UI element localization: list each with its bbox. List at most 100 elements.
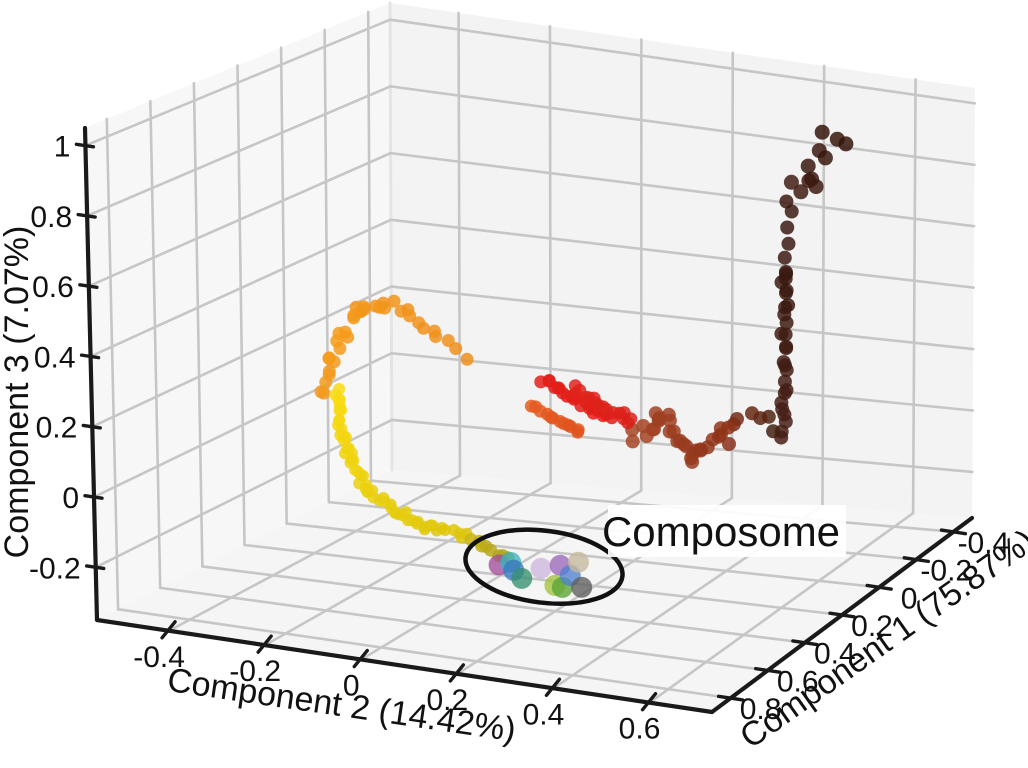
tick-label: 0.2 bbox=[36, 412, 78, 445]
data-point bbox=[662, 424, 677, 439]
data-point bbox=[774, 326, 789, 341]
z-axis-spine bbox=[82, 125, 100, 623]
tick-label: 0.6 bbox=[777, 665, 819, 698]
z-axis-title: Component 3 (7.07%) bbox=[0, 226, 36, 559]
axis-ticks bbox=[74, 142, 968, 712]
y-tick bbox=[160, 620, 177, 640]
composome-point bbox=[567, 551, 589, 573]
data-point bbox=[625, 434, 640, 449]
grid-line bbox=[323, 28, 331, 504]
tick-label: 0 bbox=[901, 582, 918, 615]
x-tick bbox=[754, 666, 782, 674]
x-tick bbox=[828, 611, 856, 619]
z-tick bbox=[74, 142, 96, 149]
y-tick bbox=[448, 663, 466, 683]
data-point bbox=[317, 386, 331, 400]
composome-point bbox=[571, 576, 593, 598]
data-point bbox=[571, 425, 585, 439]
data-point bbox=[721, 420, 736, 435]
data-point bbox=[387, 294, 401, 308]
data-point bbox=[793, 184, 809, 200]
grid-line bbox=[390, 351, 975, 412]
data-point bbox=[781, 236, 796, 251]
data-point bbox=[401, 303, 415, 317]
data-point bbox=[779, 266, 794, 281]
y-tick bbox=[640, 691, 658, 712]
data-point bbox=[776, 355, 791, 370]
data-point bbox=[783, 174, 799, 190]
data-point bbox=[779, 283, 794, 298]
tick-label: 1 bbox=[54, 131, 71, 164]
y-tick bbox=[544, 677, 562, 697]
x-tick bbox=[865, 583, 893, 591]
data-point bbox=[429, 330, 443, 343]
tick-labels: 10.80.60.40.20-0.2-0.4 -0.2 0 0.2 0.4 0.60.80… bbox=[29, 131, 1009, 746]
grid-line bbox=[279, 46, 288, 525]
pane-left-wall bbox=[85, 3, 392, 620]
grid-line bbox=[366, 10, 373, 483]
data-point bbox=[838, 136, 854, 152]
composome-label-background bbox=[608, 505, 846, 557]
tick-label: -0.4 bbox=[958, 527, 1010, 560]
data-point bbox=[745, 406, 759, 421]
grid-line bbox=[116, 607, 732, 700]
tick-label: 0.4 bbox=[34, 341, 76, 374]
data-point bbox=[338, 325, 352, 339]
data-point bbox=[322, 352, 336, 365]
grid-line bbox=[389, 151, 976, 228]
data-point bbox=[777, 374, 792, 389]
grid-line bbox=[149, 99, 162, 590]
grid-line bbox=[201, 565, 807, 645]
data-point bbox=[335, 404, 348, 417]
x-tick bbox=[902, 556, 930, 564]
tick-label: 0.2 bbox=[851, 610, 893, 643]
data-point bbox=[322, 364, 336, 378]
data-point bbox=[722, 437, 736, 451]
composome-annotation: Composome bbox=[463, 505, 846, 606]
tick-label: -0.4 bbox=[133, 641, 185, 674]
x-tick bbox=[791, 639, 819, 647]
gridlines bbox=[84, 10, 977, 704]
z-tick bbox=[85, 564, 106, 571]
composome-ellipse bbox=[463, 527, 625, 606]
data-point bbox=[376, 296, 390, 310]
grid-line bbox=[167, 474, 462, 633]
grid-line bbox=[236, 64, 246, 547]
trajectory-points bbox=[314, 124, 854, 573]
composome-point bbox=[530, 557, 552, 579]
data-point bbox=[817, 150, 833, 166]
data-point bbox=[417, 321, 430, 335]
x-tick bbox=[939, 528, 968, 536]
tick-label: 0 bbox=[62, 482, 79, 515]
data-point bbox=[460, 352, 474, 366]
data-point bbox=[804, 171, 820, 187]
grid-line bbox=[105, 117, 120, 611]
grid-line bbox=[648, 511, 915, 704]
z-tick bbox=[83, 494, 104, 500]
y-tick bbox=[256, 634, 273, 654]
tick-label: 0 bbox=[343, 670, 360, 703]
grid-line bbox=[388, 18, 977, 105]
z-tick bbox=[76, 212, 97, 219]
y-axis-spine bbox=[94, 617, 715, 715]
composome-point bbox=[511, 567, 533, 589]
tick-label: 0.4 bbox=[523, 698, 565, 731]
tick-label: 0.4 bbox=[814, 638, 856, 671]
data-point bbox=[661, 407, 676, 422]
data-point bbox=[357, 300, 371, 314]
composome-points bbox=[488, 551, 593, 598]
data-point bbox=[781, 298, 796, 313]
z-tick bbox=[79, 353, 101, 360]
grid-line bbox=[158, 586, 770, 672]
tick-label: -0.2 bbox=[920, 555, 972, 588]
grid-line bbox=[263, 481, 552, 647]
data-point bbox=[766, 424, 781, 439]
data-point bbox=[800, 158, 816, 174]
tick-label: 0.2 bbox=[426, 684, 468, 717]
data-point bbox=[780, 220, 795, 235]
z-tick bbox=[78, 283, 99, 290]
grid-line bbox=[457, 11, 462, 477]
y-tick bbox=[352, 648, 369, 669]
data-point bbox=[814, 124, 830, 140]
